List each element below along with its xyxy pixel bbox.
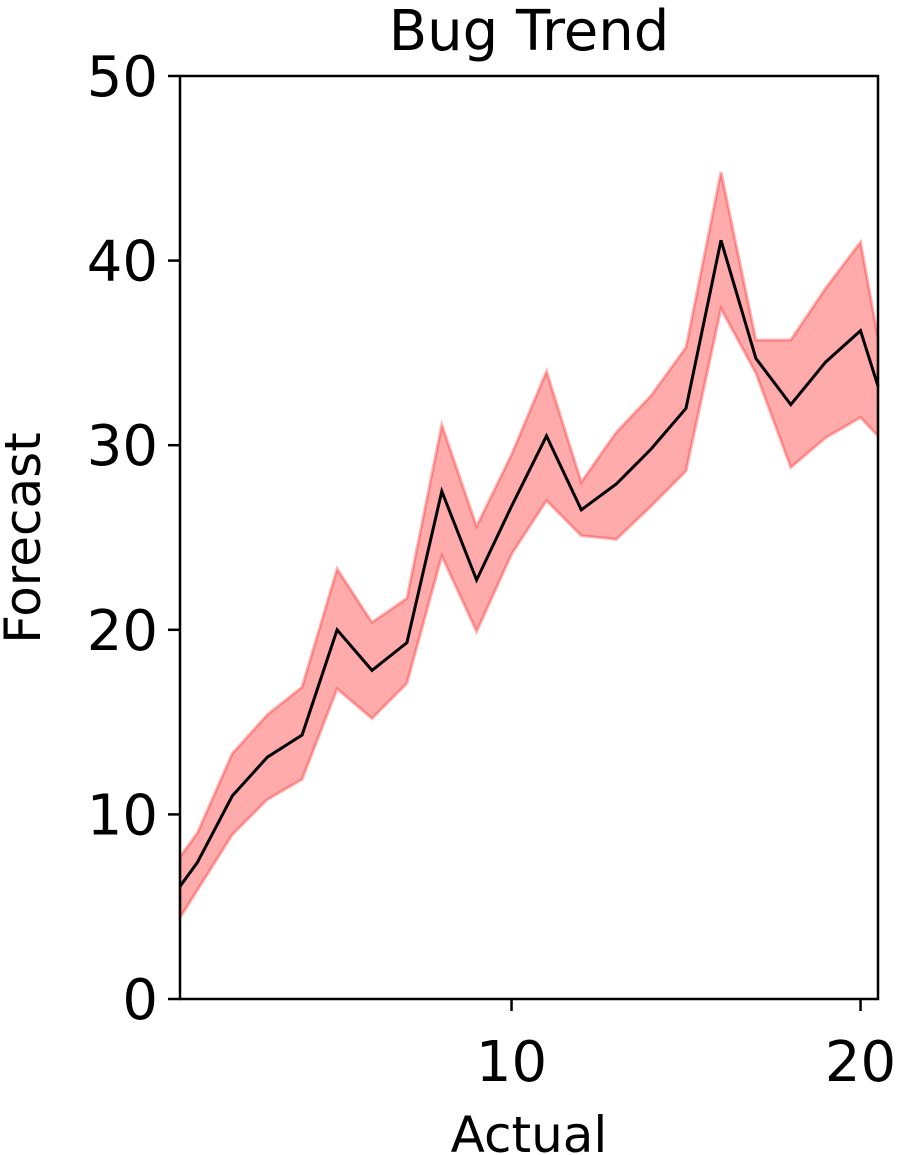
y-tick-label: 50 xyxy=(87,45,158,110)
y-axis-label: Forecast xyxy=(0,432,52,644)
x-tick-label: 10 xyxy=(476,1030,547,1095)
y-tick-label: 0 xyxy=(122,968,158,1033)
y-tick-label: 10 xyxy=(87,783,158,848)
axis-ticks-layer: 0 10 20 30 40 50 10 20 xyxy=(87,45,896,1095)
y-tick-label: 40 xyxy=(87,230,158,295)
series-line-0 xyxy=(178,239,880,888)
confidence-band-layer xyxy=(178,171,880,924)
y-tick-label: 30 xyxy=(87,414,158,479)
confidence-band-0 xyxy=(178,171,880,924)
x-tick-label: 20 xyxy=(825,1030,896,1095)
plot-frame xyxy=(178,74,880,1001)
y-tick-label: 20 xyxy=(87,599,158,664)
chart-title: Bug Trend xyxy=(389,0,670,64)
series-line-layer xyxy=(178,239,880,888)
x-axis-label: Actual xyxy=(451,1106,608,1155)
